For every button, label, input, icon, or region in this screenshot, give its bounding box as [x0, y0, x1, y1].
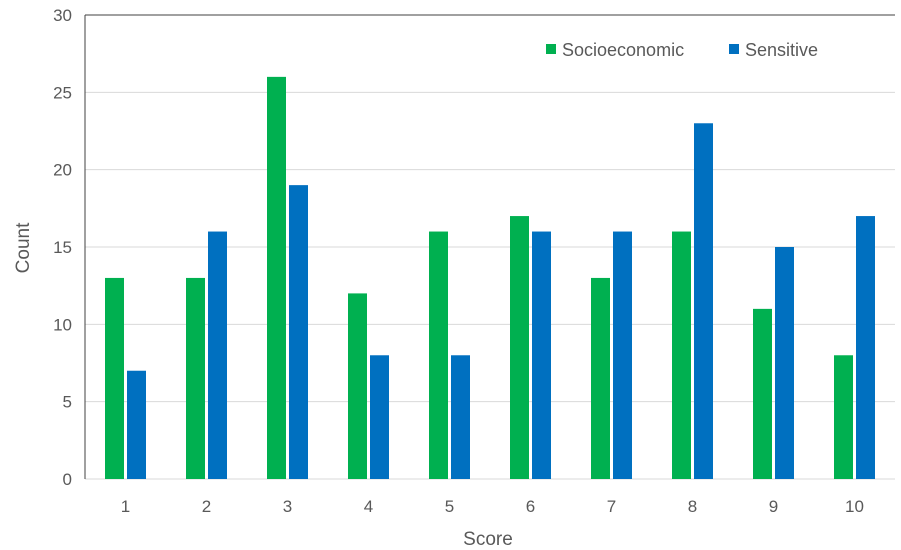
x-tick-label: 7 — [607, 497, 616, 516]
x-axis-title: Score — [463, 529, 513, 550]
bar-socioeconomic-9 — [753, 308, 772, 479]
legend-swatch-socioeconomic — [546, 44, 556, 54]
x-tick-label: 2 — [202, 497, 211, 516]
bars — [105, 76, 875, 480]
x-tick-label: 4 — [364, 497, 373, 516]
legend-label-socioeconomic: Socioeconomic — [562, 40, 684, 60]
bar-sensitive-3 — [289, 185, 308, 479]
bar-socioeconomic-4 — [348, 293, 367, 479]
bar-sensitive-5 — [451, 355, 470, 479]
bar-sensitive-9 — [775, 247, 794, 479]
legend-label-sensitive: Sensitive — [745, 40, 818, 60]
legend: Socioeconomic Sensitive — [546, 40, 818, 60]
y-tick-label: 25 — [53, 83, 72, 102]
x-tick-label: 6 — [526, 497, 535, 516]
y-tick-label: 10 — [53, 315, 72, 334]
bar-socioeconomic-2 — [186, 277, 205, 479]
bar-sensitive-7 — [613, 231, 632, 479]
legend-swatch-sensitive — [729, 44, 739, 54]
x-tick-label: 10 — [845, 497, 864, 516]
x-tick-label: 5 — [445, 497, 454, 516]
y-axis-title: Count — [13, 222, 34, 273]
y-tick-label: 30 — [53, 6, 72, 25]
x-tick-label: 8 — [688, 497, 697, 516]
x-tick-label: 9 — [769, 497, 778, 516]
bar-sensitive-10 — [856, 216, 875, 480]
bar-socioeconomic-10 — [834, 355, 853, 479]
bar-sensitive-2 — [208, 231, 227, 479]
bar-socioeconomic-5 — [429, 231, 448, 479]
x-tick-labels: 1 2 3 4 5 6 7 8 9 10 — [121, 497, 864, 516]
y-tick-labels: 0 5 10 15 20 25 30 — [53, 6, 72, 489]
bar-socioeconomic-1 — [105, 277, 124, 479]
y-tick-label: 0 — [63, 470, 72, 489]
bar-socioeconomic-6 — [510, 216, 529, 480]
y-tick-label: 5 — [63, 393, 72, 412]
x-tick-label: 3 — [283, 497, 292, 516]
bar-socioeconomic-8 — [672, 231, 691, 479]
bar-sensitive-8 — [694, 123, 713, 480]
bar-sensitive-1 — [127, 370, 146, 479]
y-tick-label: 20 — [53, 161, 72, 180]
bar-sensitive-4 — [370, 355, 389, 479]
bar-sensitive-6 — [532, 231, 551, 479]
x-tick-label: 1 — [121, 497, 130, 516]
bar-socioeconomic-7 — [591, 277, 610, 479]
y-tick-label: 15 — [53, 238, 72, 257]
bar-socioeconomic-3 — [267, 76, 286, 479]
gridlines — [85, 91, 895, 403]
